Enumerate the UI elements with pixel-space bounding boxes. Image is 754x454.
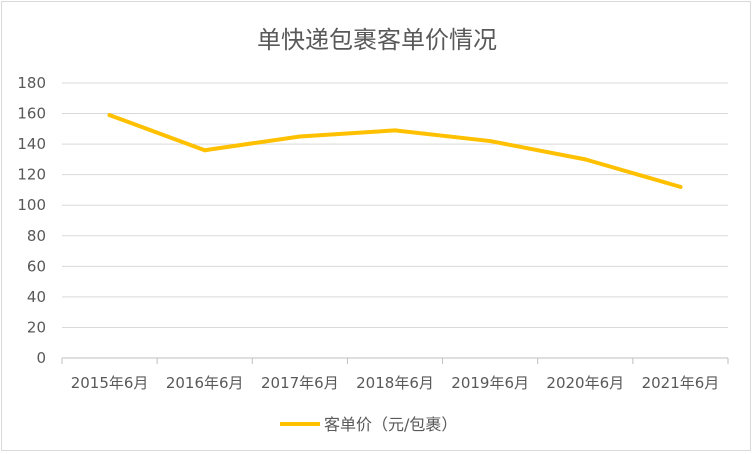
chart-title: 单快递包裹客单价情况 bbox=[257, 26, 497, 54]
y-tick-label: 0 bbox=[36, 349, 46, 367]
grid-lines bbox=[62, 82, 728, 359]
y-tick-label: 120 bbox=[17, 166, 46, 184]
y-tick-label: 20 bbox=[27, 318, 46, 336]
legend-label: 客单价（元/包裹） bbox=[324, 415, 457, 434]
data-point bbox=[488, 139, 493, 144]
data-point bbox=[393, 128, 397, 133]
y-tick-label: 180 bbox=[17, 74, 46, 92]
series-line bbox=[107, 113, 683, 189]
data-point bbox=[202, 148, 207, 153]
y-tick-label: 60 bbox=[27, 257, 46, 275]
y-tick-label: 100 bbox=[17, 196, 46, 214]
y-tick-label: 140 bbox=[17, 135, 46, 153]
data-point bbox=[583, 157, 588, 162]
x-tick-label: 2019年6月 bbox=[451, 374, 529, 392]
x-axis-ticks: 2015年6月 2016年6月 2017年6月 2018年6月 2019年6月 2020年… bbox=[61, 358, 729, 392]
x-tick-label: 2016年6月 bbox=[166, 374, 244, 392]
data-point bbox=[678, 184, 683, 189]
x-tick-label: 2017年6月 bbox=[261, 374, 339, 392]
y-tick-label: 40 bbox=[27, 288, 46, 306]
y-tick-label: 80 bbox=[27, 227, 46, 245]
x-tick-label: 2021年6月 bbox=[642, 374, 720, 392]
x-tick-label: 2015年6月 bbox=[71, 374, 149, 392]
series-group bbox=[107, 113, 683, 189]
data-point bbox=[107, 113, 112, 118]
data-point bbox=[297, 134, 302, 139]
x-tick-label: 2018年6月 bbox=[356, 374, 434, 392]
y-tick-label: 160 bbox=[17, 105, 46, 123]
x-tick-label: 2020年6月 bbox=[546, 374, 624, 392]
y-axis-ticks: 0 20 40 60 80 100 120 140 160 180 bbox=[17, 74, 46, 367]
legend: 客单价（元/包裹） bbox=[280, 415, 457, 434]
